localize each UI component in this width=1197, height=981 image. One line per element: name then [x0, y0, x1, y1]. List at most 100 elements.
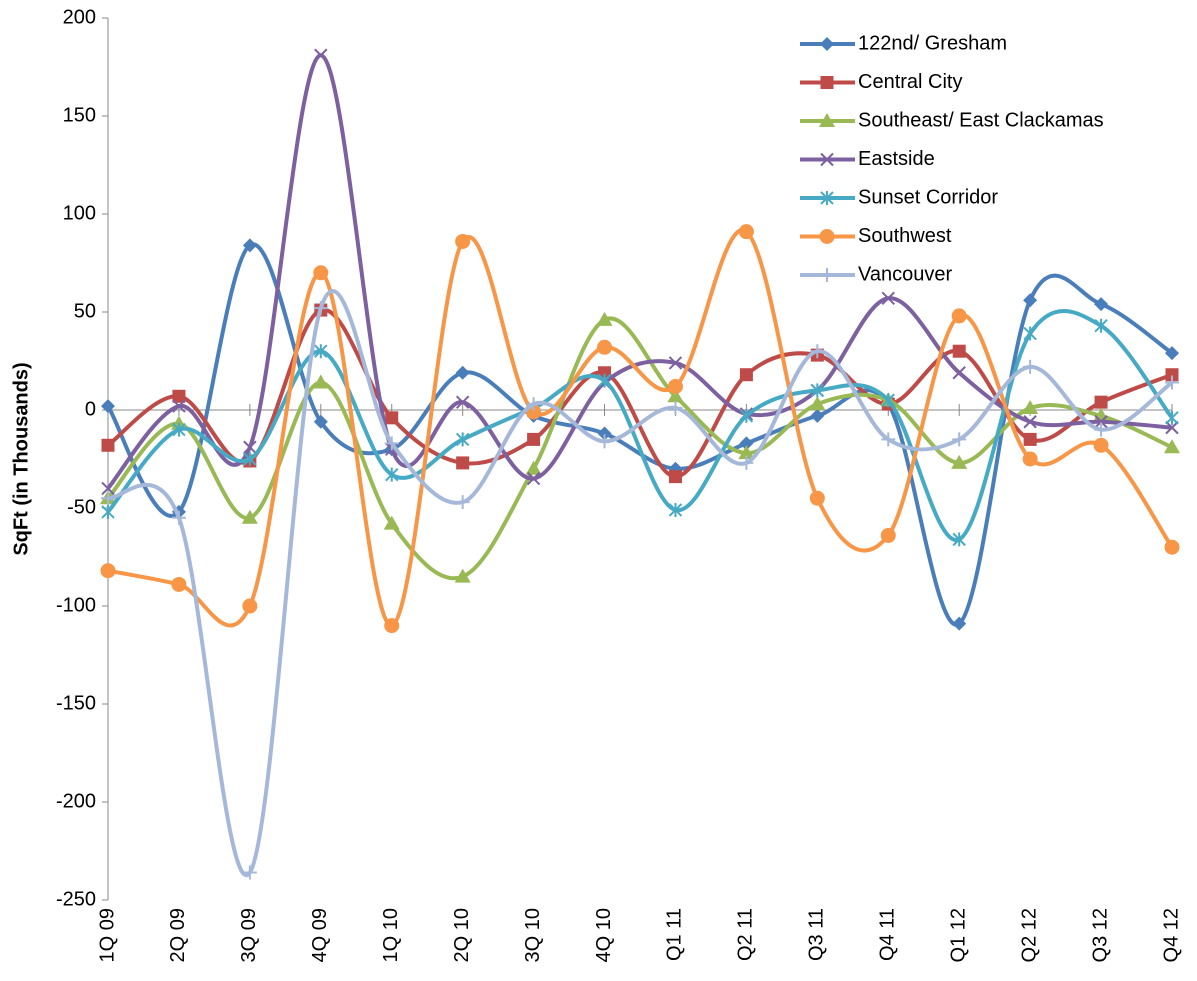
data-point — [881, 291, 895, 305]
data-point — [171, 576, 187, 592]
legend-marker — [820, 152, 834, 167]
data-point — [952, 432, 967, 447]
data-point — [101, 399, 115, 414]
data-point — [667, 378, 683, 394]
data-point — [739, 436, 754, 451]
legend-label: Eastside — [858, 148, 935, 170]
data-point — [667, 388, 684, 403]
data-point — [1094, 422, 1109, 437]
data-point — [739, 455, 754, 470]
data-point — [1022, 400, 1039, 415]
data-point — [101, 504, 115, 519]
x-tick-label: 1Q 09 — [96, 908, 118, 962]
data-point — [952, 532, 966, 547]
data-point — [313, 265, 329, 281]
x-tick-label: Q4 11 — [877, 908, 899, 961]
data-point — [455, 432, 470, 447]
data-point — [242, 238, 257, 253]
data-point — [738, 445, 755, 460]
legend-label: Vancouver — [858, 263, 952, 285]
data-point — [243, 452, 257, 466]
data-point — [384, 436, 399, 451]
series-line — [106, 308, 1173, 479]
data-point — [596, 311, 613, 326]
data-point — [1165, 410, 1179, 425]
data-point — [312, 374, 329, 389]
x-tick-label: 1Q 10 — [380, 908, 402, 962]
legend-marker — [819, 229, 835, 244]
data-point — [455, 365, 470, 380]
data-point — [881, 393, 895, 408]
data-point — [668, 401, 683, 416]
legend-label: Central City — [858, 71, 962, 93]
data-point — [1023, 415, 1037, 429]
data-point — [313, 414, 328, 429]
x-tick-label: Q2 11 — [735, 908, 757, 961]
data-point — [1022, 451, 1038, 467]
data-point — [101, 438, 115, 452]
data-point — [525, 460, 542, 475]
legend-label: Sunset Corridor — [858, 186, 998, 208]
data-point — [739, 368, 753, 382]
y-tick-label: 200 — [63, 6, 96, 28]
legend-label: Southeast/ East Clackamas — [858, 109, 1104, 131]
x-tick-label: 2Q 09 — [167, 908, 189, 962]
legend-label: 122nd/ Gresham — [858, 32, 1007, 54]
y-tick-label: -100 — [56, 594, 96, 616]
data-point — [1165, 368, 1179, 382]
data-point — [952, 616, 967, 631]
legend-marker — [820, 268, 834, 282]
data-point — [809, 396, 826, 411]
data-point — [668, 356, 683, 370]
y-tick-label: 0 — [85, 398, 96, 420]
data-point — [242, 598, 258, 614]
x-tick-label: Q4 12 — [1160, 908, 1182, 962]
data-point — [881, 432, 896, 447]
x-tick-label: Q1 11 — [664, 908, 686, 961]
x-tick-label: Q1 12 — [947, 908, 969, 962]
y-tick-label: 100 — [63, 202, 96, 224]
data-point — [456, 456, 470, 470]
data-point — [1164, 439, 1180, 454]
data-point — [385, 411, 399, 425]
data-point — [384, 618, 400, 634]
data-point — [597, 339, 613, 355]
data-point — [810, 383, 825, 398]
y-tick-label: 50 — [74, 300, 96, 322]
data-point — [1023, 293, 1038, 308]
data-point — [171, 510, 186, 525]
series-line — [106, 316, 1173, 581]
data-point — [1093, 437, 1109, 453]
x-tick-label: 4Q 09 — [309, 908, 331, 962]
data-point — [314, 344, 328, 359]
data-point — [1023, 359, 1038, 374]
legend-marker — [820, 76, 834, 89]
data-point — [526, 397, 541, 412]
data-point — [810, 408, 825, 423]
data-point — [1023, 432, 1037, 446]
y-axis-label: SqFt (in Thousands) — [10, 362, 32, 555]
data-point — [597, 426, 612, 441]
legend-label: Southwest — [858, 225, 952, 247]
data-point — [809, 490, 825, 506]
y-tick-label: 150 — [63, 104, 96, 126]
x-tick-label: Q3 12 — [1089, 908, 1111, 962]
x-tick-label: 3Q 10 — [522, 908, 544, 962]
x-tick-label: 3Q 09 — [238, 908, 260, 962]
data-point — [1165, 420, 1179, 435]
data-point — [101, 481, 115, 496]
data-point — [172, 399, 186, 413]
data-point — [101, 491, 115, 506]
series-line — [106, 309, 1174, 542]
data-point — [172, 389, 186, 403]
data-point — [243, 440, 257, 454]
y-tick-label: -50 — [67, 496, 96, 518]
y-tick-label: -250 — [56, 888, 96, 910]
data-point — [100, 563, 116, 579]
y-tick-label: -200 — [56, 790, 96, 812]
data-point — [385, 467, 399, 482]
x-tick-label: 4Q 10 — [593, 908, 615, 962]
data-point — [668, 470, 682, 484]
